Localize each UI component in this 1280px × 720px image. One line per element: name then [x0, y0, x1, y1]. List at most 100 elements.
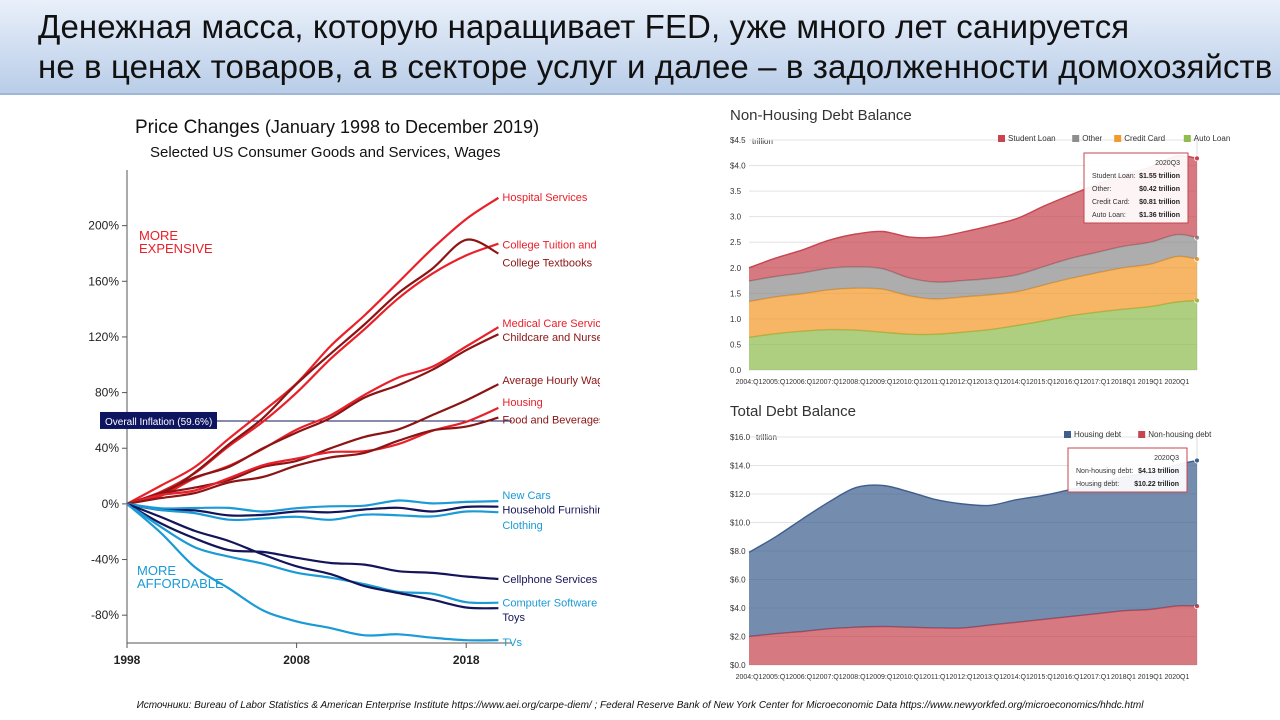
nh-y-tick-label: 2.0 — [730, 264, 742, 273]
td-y-tick-label: $0.0 — [730, 661, 746, 670]
region-more-expensive-1: MORE — [139, 228, 178, 243]
td-y-tick-label: $16.0 — [730, 433, 751, 442]
td-area-housing-debt — [749, 460, 1197, 637]
nh-x-tick-label: 2004:Q1 — [736, 379, 763, 386]
td-x-tick-label: 2015:Q1 — [1030, 674, 1057, 681]
nh-tooltip-row-value: $0.42 trillion — [1139, 186, 1180, 193]
series-label-household-furnishings: Household Furnishings — [502, 505, 600, 517]
pc-y-tick-label: -40% — [91, 553, 119, 567]
nh-legend-label-student-loan: Student Loan — [1008, 134, 1056, 143]
series-line-childcare-and-nursery-school — [126, 333, 499, 505]
nh-legend-label-credit-card: Credit Card — [1124, 134, 1165, 143]
td-title: Total Debt Balance — [730, 403, 856, 420]
td-x-tick-label: 2017:Q1 — [1083, 674, 1110, 681]
td-legend-swatch-non-housing-debt — [1138, 431, 1146, 438]
nh-x-tick-label: 2013:Q1 — [976, 379, 1003, 386]
series-label-tvs: TVs — [502, 637, 522, 649]
nh-x-tick-label: 2005:Q1 — [762, 379, 789, 386]
nh-y-tick-label: 3.5 — [730, 187, 742, 196]
nh-title: Non-Housing Debt Balance — [730, 107, 912, 124]
td-y-tick-label: $8.0 — [730, 547, 746, 556]
nh-x-tick-label: 2020Q1 — [1164, 379, 1189, 386]
td-x-tick-label: 2006:Q1 — [789, 674, 816, 681]
series-label-college-textbooks: College Textbooks — [502, 257, 592, 269]
series-label-new-cars: New Cars — [502, 490, 551, 502]
td-tooltip-period: 2020Q3 — [1154, 455, 1179, 462]
td-x-tick-label: 2014:Q1 — [1003, 674, 1030, 681]
td-y-tick-label: $10.0 — [730, 519, 751, 528]
td-legend-label-housing-debt: Housing debt — [1074, 430, 1122, 439]
series-line-food-and-beverages — [126, 416, 499, 505]
td-tooltip-row-label: Non-housing debt: — [1076, 468, 1133, 475]
td-endpoint-housing-debt — [1194, 457, 1200, 464]
nh-y-tick-label: 1.5 — [730, 289, 742, 298]
series-label-medical-care-services: Medical Care Services — [502, 318, 600, 330]
td-x-tick-label: 2008:Q1 — [843, 674, 870, 681]
pc-title: Price Changes (January 1998 to December … — [135, 117, 539, 138]
nh-legend-label-auto-loan: Auto Loan — [1194, 134, 1230, 143]
pc-y-tick-label: -80% — [91, 608, 119, 622]
pc-x-tick-label: 2008 — [283, 653, 310, 667]
region-more-affordable-2: AFFORDABLE — [137, 576, 224, 591]
series-line-computer-software — [126, 502, 499, 605]
nh-tooltip-box — [1083, 152, 1189, 224]
nh-x-tick-label: 2016:Q1 — [1057, 379, 1084, 386]
td-legend-swatch-housing-debt — [1064, 431, 1071, 438]
td-x-tick-label: 2020Q1 — [1164, 674, 1189, 681]
pc-x-tick-label: 2018 — [453, 653, 480, 667]
nh-y-tick-label: 2.5 — [730, 238, 742, 247]
td-y-tick-label: $6.0 — [730, 576, 746, 585]
td-y-tick-label: $4.0 — [730, 604, 746, 613]
nh-unit: trillion — [752, 137, 773, 146]
slide-title-line-2: не в ценах товаров, а в секторе услуг и … — [38, 48, 1273, 85]
series-line-tvs — [126, 503, 499, 642]
series-label-cellphone-services: Cellphone Services — [502, 574, 597, 586]
td-x-tick-label: 2012:Q1 — [950, 674, 977, 681]
nh-x-tick-label: 2008:Q1 — [843, 379, 870, 386]
td-y-tick-label: $14.0 — [730, 462, 751, 471]
pc-subtitle: Selected US Consumer Goods and Services,… — [150, 144, 500, 161]
nh-tooltip-row-label: Student Loan: — [1092, 173, 1136, 180]
nh-x-tick-label: 2007:Q1 — [816, 379, 843, 386]
td-x-tick-label: 2005:Q1 — [762, 674, 789, 681]
nh-x-tick-label: 2018Q1 — [1111, 379, 1136, 386]
td-area-non-housing-debt — [749, 605, 1197, 665]
nh-x-tick-label: 2012:Q1 — [950, 379, 977, 386]
overall-inflation-label: Overall Inflation (59.6%) — [105, 417, 212, 428]
series-label-computer-software: Computer Software — [502, 598, 597, 610]
td-legend-label-non-housing-debt: Non-housing debt — [1148, 430, 1212, 439]
td-x-tick-label: 2018Q1 — [1111, 674, 1136, 681]
td-x-tick-label: 2010:Q1 — [896, 674, 923, 681]
nh-tooltip-period: 2020Q3 — [1155, 160, 1180, 167]
nh-tooltip-row-label: Credit Card: — [1092, 199, 1130, 206]
nh-y-tick-label: 0.5 — [730, 340, 742, 349]
series-label-clothing: Clothing — [502, 520, 542, 532]
td-y-tick-label: $2.0 — [730, 633, 746, 642]
td-tooltip-row-label: Housing debt: — [1076, 481, 1119, 488]
nh-x-tick-label: 2006:Q1 — [789, 379, 816, 386]
pc-y-tick-label: 80% — [95, 386, 119, 400]
nh-tooltip-row-value: $1.55 trillion — [1139, 173, 1180, 180]
nh-x-tick-label: 2019Q1 — [1138, 379, 1163, 386]
nh-y-tick-label: $4.0 — [730, 162, 746, 171]
td-x-tick-label: 2019Q1 — [1138, 674, 1163, 681]
nh-legend-swatch-student-loan — [998, 135, 1005, 142]
nh-tooltip-row-label: Other: — [1092, 186, 1112, 193]
slide-title-banner: Денежная масса, которую наращивает FED, … — [0, 0, 1280, 95]
nh-x-tick-label: 2009:Q1 — [869, 379, 896, 386]
pc-y-tick-label: 40% — [95, 441, 119, 455]
nh-y-tick-label: $4.5 — [730, 136, 746, 145]
pc-x-tick-label: 1998 — [114, 653, 141, 667]
td-tooltip-row-value: $4.13 trillion — [1138, 468, 1179, 475]
series-line-college-tuition-and-fees — [126, 242, 499, 505]
nh-y-tick-label: 0.0 — [730, 366, 742, 375]
series-line-clothing — [126, 502, 499, 522]
nh-endpoint-student-loan — [1194, 155, 1200, 162]
nh-tooltip-row-value: $0.81 trillion — [1139, 199, 1180, 206]
price-changes-chart: Price Changes (January 1998 to December … — [88, 117, 600, 667]
series-label-food-and-beverages: Food and Beverages — [502, 415, 600, 427]
series-line-cellphone-services — [126, 502, 499, 581]
nh-x-tick-label: 2017:Q1 — [1083, 379, 1110, 386]
nh-y-tick-label: 1.0 — [730, 315, 742, 324]
nh-area-auto-loan — [749, 300, 1197, 370]
